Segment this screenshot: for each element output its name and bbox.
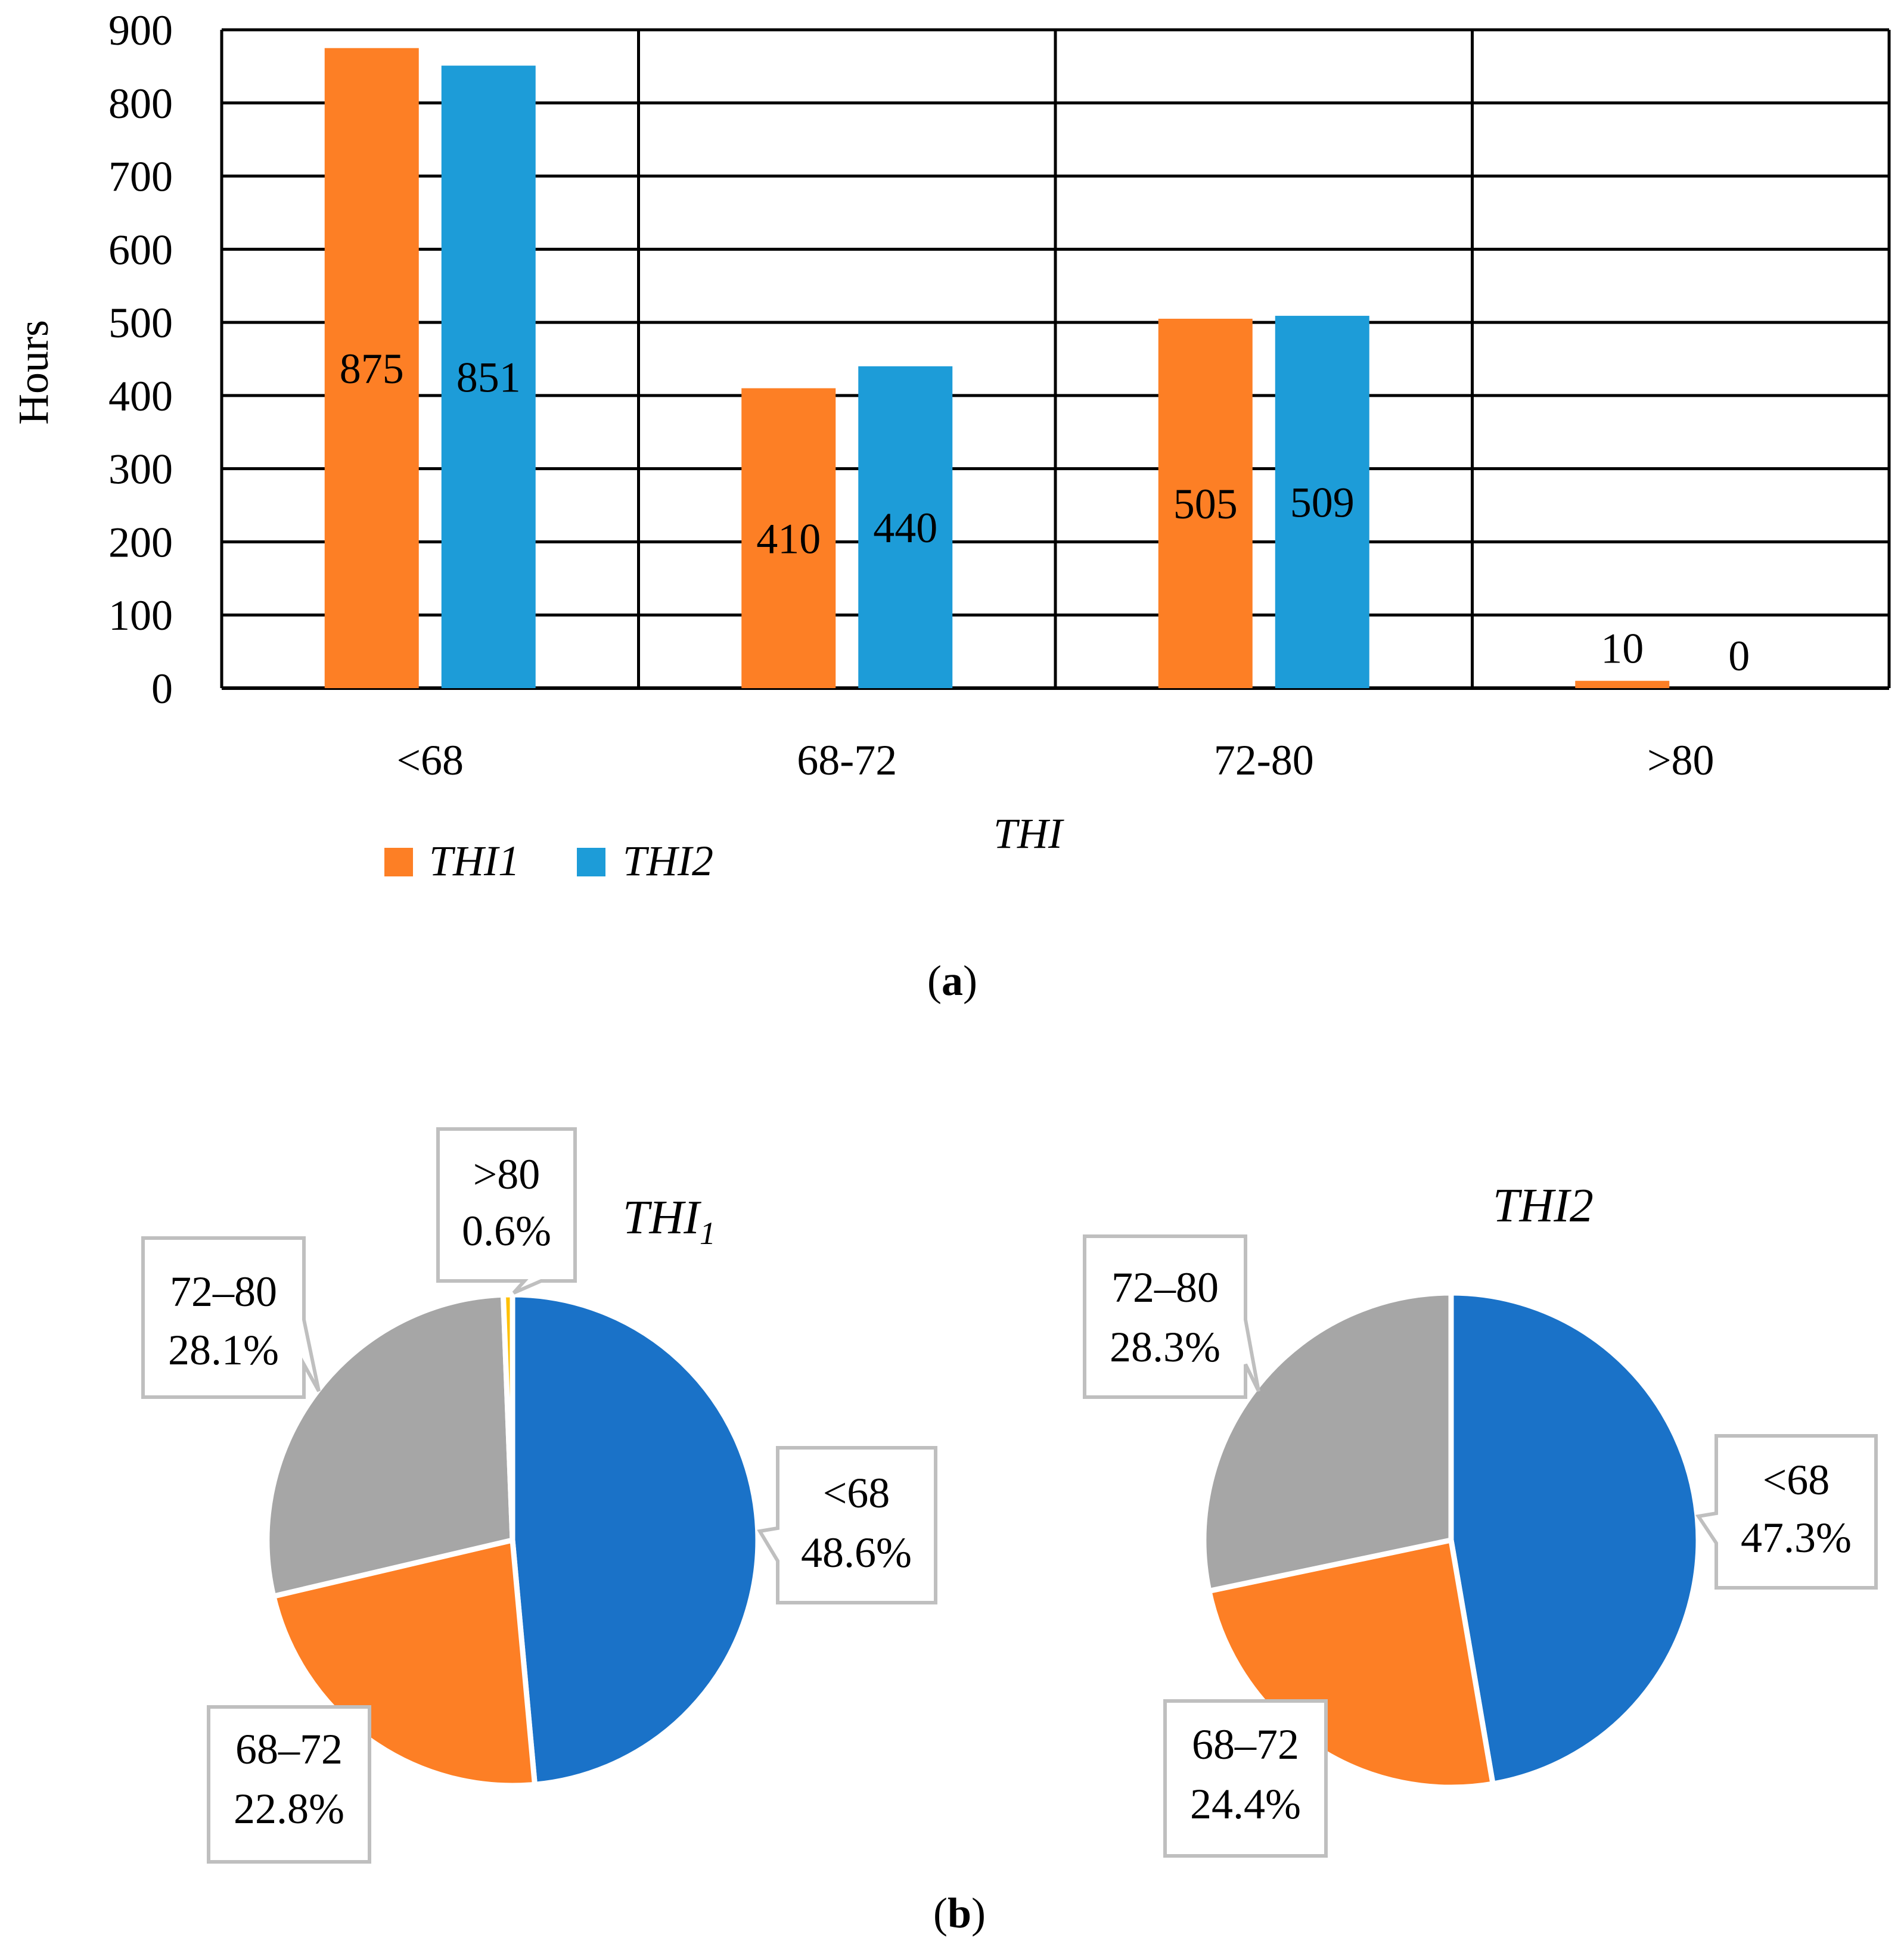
pie2-callout-72-80-percent: 28.3% — [1110, 1323, 1220, 1371]
pie2-callout-68-72-category: 68–72 — [1192, 1721, 1299, 1768]
bar-data-label: 875 — [340, 345, 404, 393]
bar-y-tick-label: 100 — [108, 592, 173, 639]
pie2-slices — [1201, 1290, 1701, 1790]
bar-x-tick-label: <68 — [396, 736, 464, 784]
pie1-callout-gt80-percent: 0.6% — [462, 1207, 551, 1255]
pie1-callout-gt80-box — [436, 1127, 577, 1295]
bar-data-label: 509 — [1290, 479, 1355, 527]
pie2-callout-68-72: 68–72 24.4% — [1163, 1699, 1328, 1858]
legend-swatch-thi1 — [384, 848, 413, 876]
bar-data-labels: 875 851 410 440 505 509 10 0 — [340, 345, 1750, 680]
panel-a-label: (a) — [927, 957, 977, 1005]
pie2-title: THI2 — [1493, 1180, 1594, 1232]
bar-data-label: 505 — [1173, 480, 1238, 528]
pie1-callout-gt80: >80 0.6% — [436, 1127, 577, 1295]
bar-y-tick-label: 800 — [108, 80, 173, 127]
pie2-callout-68-72-box — [1163, 1699, 1328, 1858]
bar-data-label: 851 — [456, 354, 521, 402]
pie1-callout-68-72: 68–72 22.8% — [207, 1705, 371, 1864]
legend-label-thi1: THI1 — [429, 837, 520, 885]
bar-thi1 — [1575, 680, 1670, 688]
pie-chart-thi1: THI1 >80 0.6% 72–80 28.1% <68 48.6% 68–7… — [141, 1127, 937, 1864]
bar-legend: THI1 THI2 — [384, 837, 713, 885]
pie-slice-3 — [500, 1292, 515, 1543]
pie-chart-thi2: THI2 72–80 28.3% <68 47.3% 68–72 24.4% — [1083, 1180, 1878, 1858]
pie1-callout-lt68: <68 48.6% — [757, 1446, 937, 1604]
bar-data-label: 410 — [756, 515, 821, 562]
pie-slice-0 — [1448, 1290, 1701, 1787]
pie2-callout-lt68-percent: 47.3% — [1741, 1514, 1852, 1562]
pie2-callout-lt68-category: <68 — [1763, 1456, 1830, 1504]
pie2-callout-68-72-percent: 24.4% — [1190, 1780, 1301, 1828]
bar-x-tick-label: 72-80 — [1214, 736, 1314, 784]
pie1-callout-72-80-category: 72–80 — [170, 1268, 277, 1316]
bar-thi1 — [324, 48, 419, 688]
pie2-callout-lt68-box — [1695, 1434, 1878, 1590]
pie1-callout-72-80-percent: 28.1% — [168, 1326, 279, 1374]
pie1-callout-68-72-category: 68–72 — [235, 1725, 343, 1773]
bar-x-tick-labels: <68 68-72 72-80 >80 — [396, 736, 1714, 784]
pie1-callout-lt68-category: <68 — [823, 1469, 890, 1517]
pie1-callout-gt80-category: >80 — [473, 1150, 541, 1198]
bar-data-label: 10 — [1601, 625, 1644, 673]
pie2-callout-lt68: <68 47.3% — [1695, 1434, 1878, 1590]
pie2-callout-72-80-category: 72–80 — [1111, 1264, 1219, 1311]
bar-thi2 — [1275, 316, 1369, 688]
bar-y-tick-labels: 0 100 200 300 400 500 600 700 800 900 — [108, 7, 173, 713]
panel-b-label: (b) — [933, 1889, 986, 1937]
pie2-callout-72-80: 72–80 28.3% — [1083, 1234, 1260, 1399]
bar-y-tick-label: 700 — [108, 153, 173, 201]
bar-thi2 — [858, 366, 953, 688]
bar-y-tick-label: 400 — [108, 372, 173, 420]
bar-y-tick-label: 300 — [108, 446, 173, 493]
bar-y-tick-label: 500 — [108, 299, 173, 347]
bar-thi1 — [741, 388, 836, 688]
bar-y-tick-label: 200 — [108, 518, 173, 566]
bar-y-tick-label: 0 — [151, 665, 173, 713]
pie1-callout-72-80-box — [141, 1236, 321, 1399]
pie1-slices — [264, 1292, 761, 1789]
bar-y-tick-label: 600 — [108, 226, 173, 273]
pie1-title: THI1 — [623, 1192, 716, 1251]
pie1-callout-lt68-percent: 48.6% — [801, 1529, 912, 1576]
bar-x-axis-title: THI — [993, 810, 1064, 857]
legend-label-thi2: THI2 — [623, 837, 713, 885]
pie-slice-0 — [510, 1292, 761, 1787]
legend-swatch-thi2 — [577, 848, 605, 876]
bar-y-tick-label: 900 — [108, 7, 173, 54]
pie1-callout-lt68-box — [757, 1446, 937, 1604]
bar-series — [324, 48, 1670, 688]
pie1-callout-72-80: 72–80 28.1% — [141, 1236, 321, 1399]
bar-data-label: 440 — [873, 504, 937, 552]
bar-y-axis-title: Hours — [10, 320, 57, 425]
pie1-callout-68-72-box — [207, 1705, 371, 1864]
pie2-callout-72-80-box — [1083, 1234, 1260, 1399]
pie1-callout-68-72-percent: 22.8% — [234, 1785, 344, 1833]
bar-data-label: 0 — [1728, 632, 1750, 680]
bar-thi2 — [441, 66, 536, 688]
bar-x-tick-label: >80 — [1647, 736, 1714, 784]
bar-x-tick-label: 68-72 — [797, 736, 897, 784]
bar-thi1 — [1158, 318, 1253, 688]
